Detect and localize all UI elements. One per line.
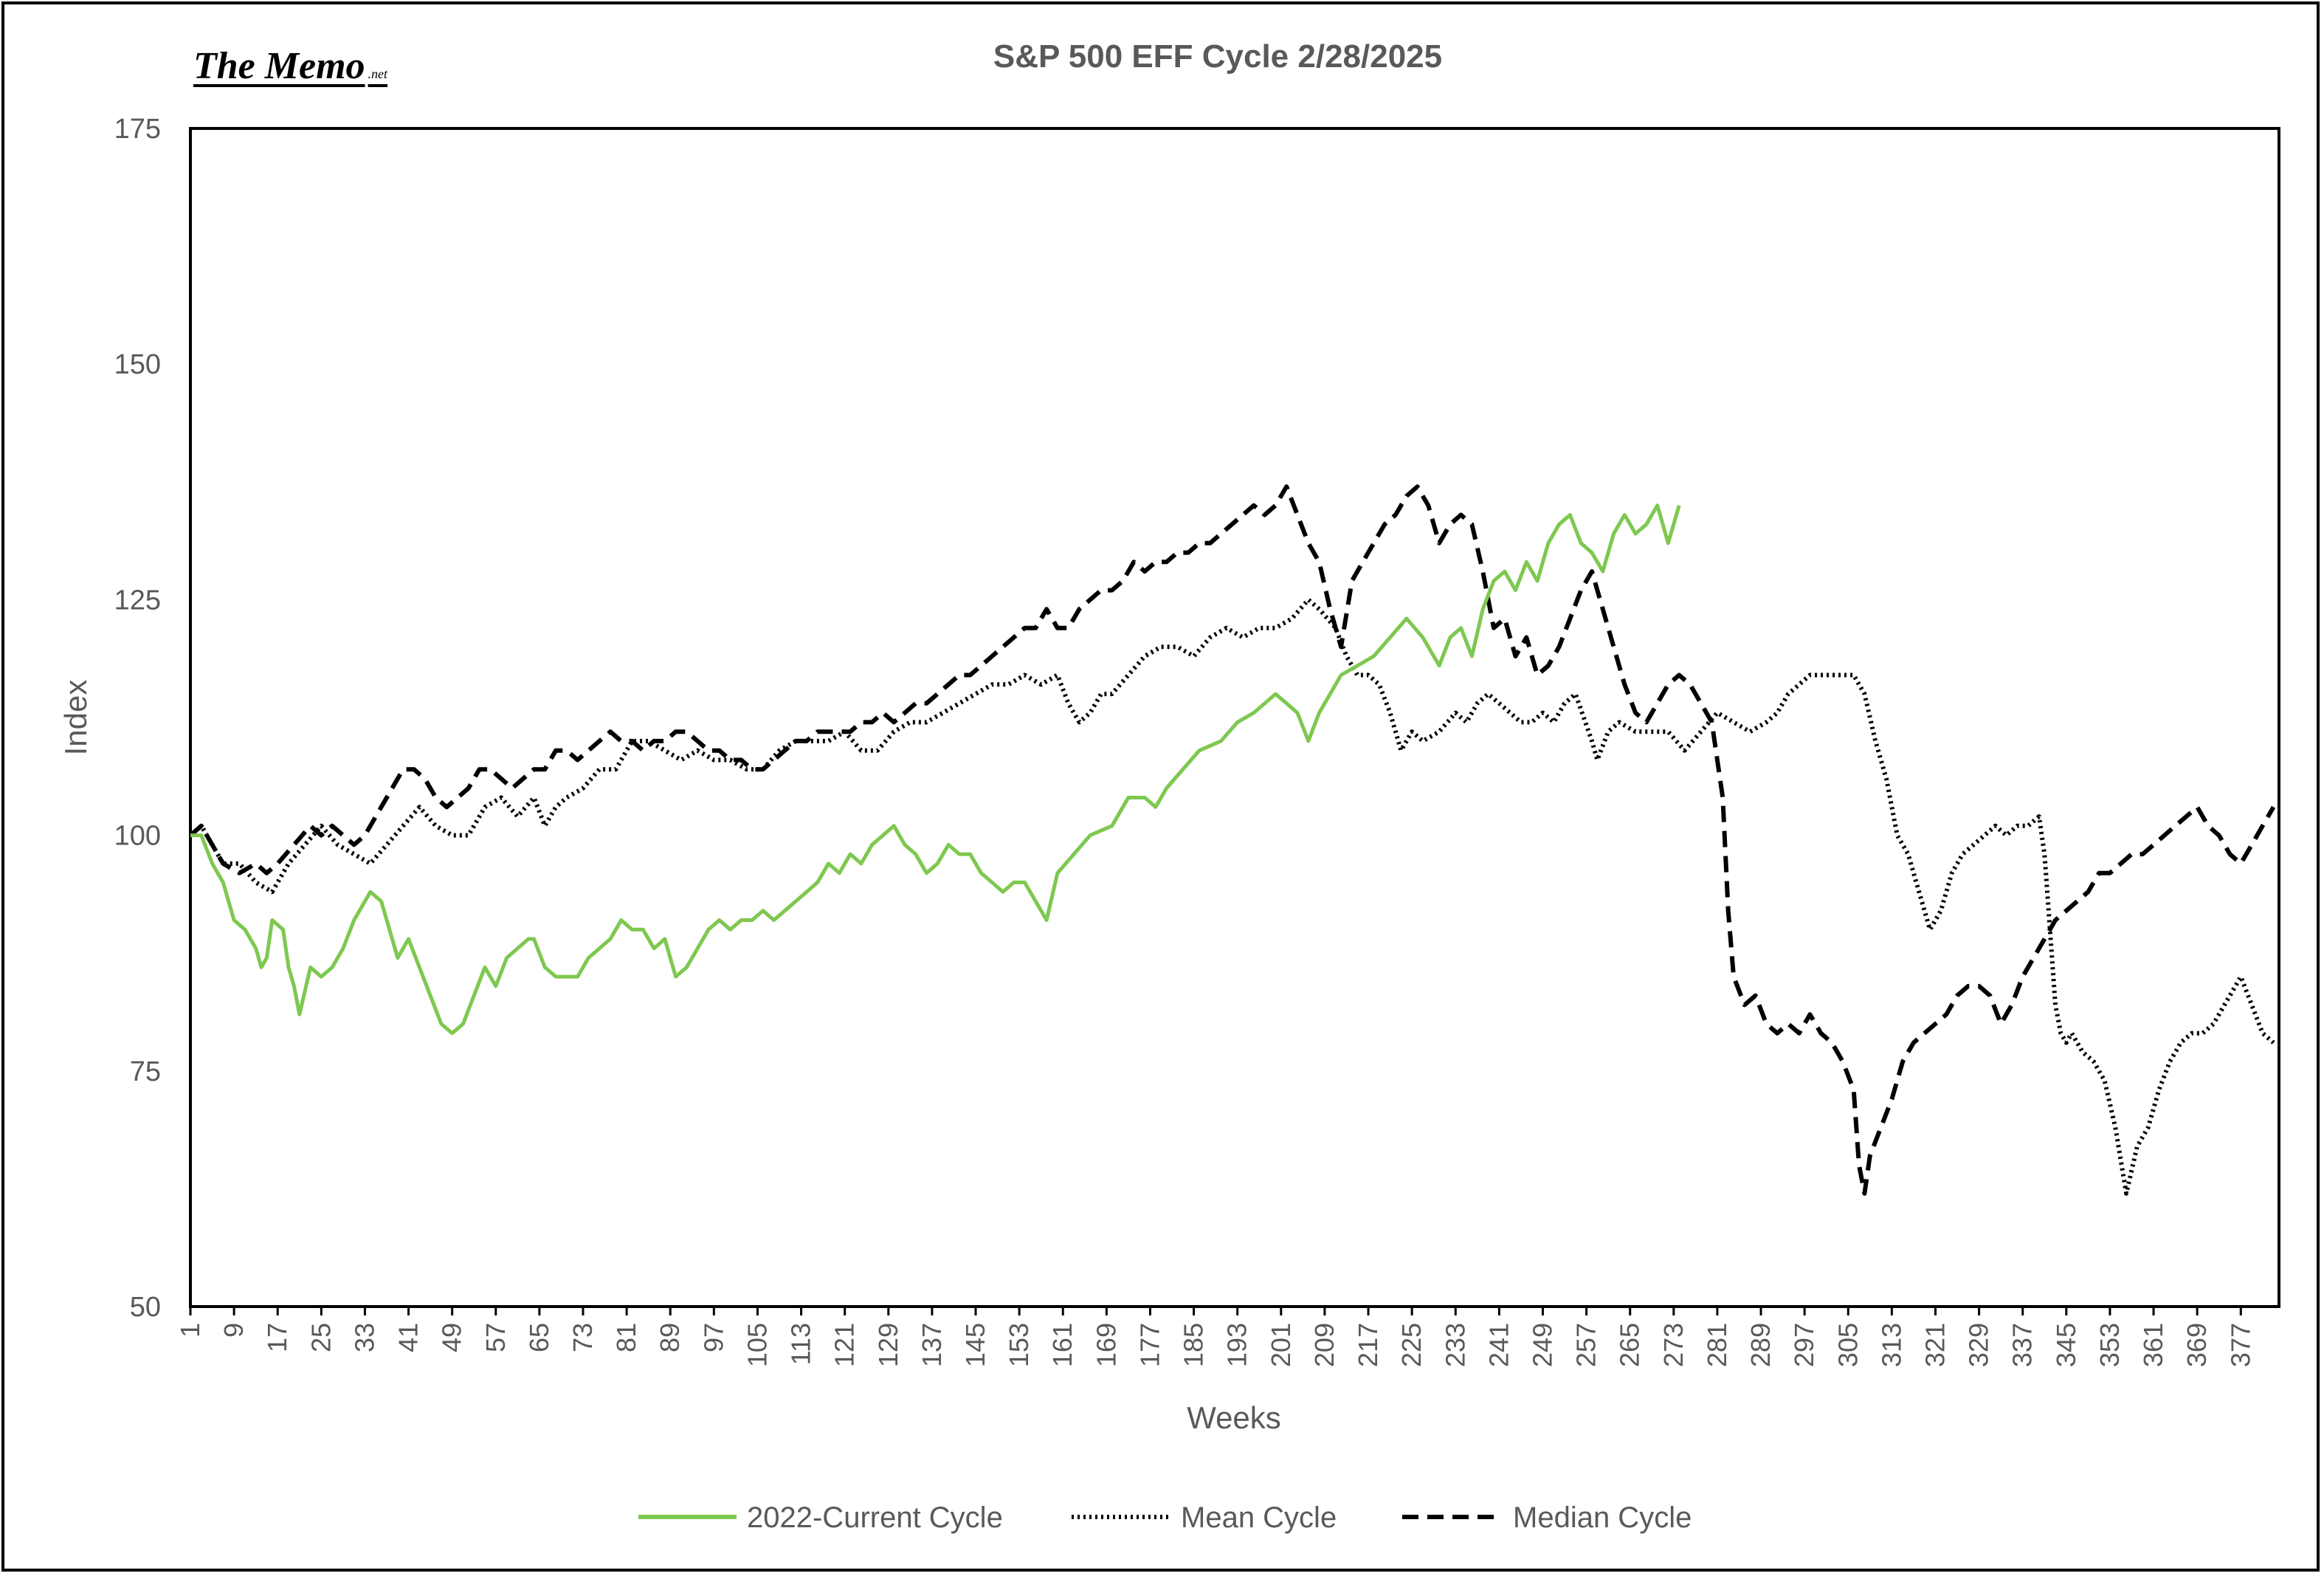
series-line-2022-current-cycle xyxy=(190,503,1681,1036)
x-tick-label: 137 xyxy=(917,1323,947,1367)
x-tick-label: 185 xyxy=(1179,1323,1209,1367)
x-tick-label: 105 xyxy=(742,1323,772,1367)
x-tick-label: 297 xyxy=(1789,1323,1819,1367)
x-tick-label: 41 xyxy=(393,1323,424,1352)
legend-label: Mean Cycle xyxy=(1181,1501,1337,1534)
x-tick-label: 153 xyxy=(1004,1323,1034,1367)
x-tick-label: 225 xyxy=(1396,1323,1427,1367)
x-tick-label: 57 xyxy=(480,1323,511,1352)
x-tick-label: 97 xyxy=(698,1323,728,1352)
x-tick-label: 145 xyxy=(960,1323,990,1367)
x-tick-label: 273 xyxy=(1658,1323,1689,1367)
chart-title: S&P 500 EFF Cycle 2/28/2025 xyxy=(993,38,1443,75)
x-tick-label: 81 xyxy=(611,1323,641,1352)
x-tick-label: 1 xyxy=(175,1323,205,1338)
x-tick-label: 233 xyxy=(1440,1323,1470,1367)
y-tick-label: 100 xyxy=(114,821,161,852)
series-line-median-cycle xyxy=(189,484,2276,1196)
x-axis-title: Weeks xyxy=(1187,1400,1281,1435)
series-layer xyxy=(189,484,2276,1196)
x-tick-label: 241 xyxy=(1483,1323,1514,1367)
x-tick-label: 217 xyxy=(1353,1323,1383,1367)
legend-label: 2022-Current Cycle xyxy=(747,1501,1003,1534)
x-tick-label: 313 xyxy=(1876,1323,1906,1367)
y-tick-label: 50 xyxy=(130,1292,161,1323)
x-tick-label: 65 xyxy=(524,1323,554,1352)
y-tick-label: 150 xyxy=(114,349,161,380)
brand-logo: The Memo .net xyxy=(193,44,387,88)
x-tick-label: 209 xyxy=(1309,1323,1339,1367)
x-tick-label: 33 xyxy=(349,1323,379,1352)
x-tick-label: 169 xyxy=(1091,1323,1121,1367)
x-tick-label: 353 xyxy=(2094,1323,2125,1367)
x-tick-label: 369 xyxy=(2182,1323,2212,1367)
x-tick-label: 17 xyxy=(262,1323,292,1352)
x-tick-label: 329 xyxy=(1964,1323,1994,1367)
x-tick-label: 89 xyxy=(655,1323,685,1352)
x-tick-label: 9 xyxy=(218,1323,249,1338)
x-tick-label: 193 xyxy=(1222,1323,1252,1367)
x-tick-label: 289 xyxy=(1745,1323,1776,1367)
y-axis-ticks: 50 75 100 125 150 175 xyxy=(114,114,161,1323)
x-tick-label: 113 xyxy=(786,1323,816,1365)
brand-name: The Memo xyxy=(193,45,365,87)
x-tick-label: 201 xyxy=(1266,1323,1296,1367)
x-tick-label: 337 xyxy=(2007,1323,2038,1367)
x-tick-label: 345 xyxy=(2051,1323,2081,1367)
x-axis-ticks: 1 9 17 25 33 41 49 57 65 73 81 89 97 105 113 121 129 137 1… xyxy=(175,1307,2255,1367)
x-tick-label: 177 xyxy=(1134,1323,1165,1367)
x-tick-label: 377 xyxy=(2225,1323,2255,1367)
legend-label: Median Cycle xyxy=(1513,1501,1692,1534)
y-tick-label: 125 xyxy=(114,585,161,616)
x-tick-label: 73 xyxy=(568,1323,598,1352)
x-tick-label: 25 xyxy=(306,1323,336,1352)
x-tick-label: 281 xyxy=(1702,1323,1732,1367)
x-tick-label: 305 xyxy=(1832,1323,1863,1367)
x-tick-label: 129 xyxy=(873,1323,903,1367)
x-tick-label: 121 xyxy=(830,1323,860,1367)
x-tick-label: 249 xyxy=(1527,1323,1557,1367)
legend: 2022-Current Cycle Mean Cycle Median Cycle xyxy=(638,1501,1692,1534)
plot-area xyxy=(189,127,2280,1308)
x-tick-label: 257 xyxy=(1571,1323,1601,1367)
brand-suffix: .net xyxy=(368,66,388,81)
x-tick-label: 321 xyxy=(1920,1323,1950,1367)
x-tick-label: 361 xyxy=(2138,1323,2168,1367)
y-tick-label: 75 xyxy=(130,1056,161,1087)
x-tick-label: 265 xyxy=(1615,1323,1645,1367)
y-axis-title: Index xyxy=(58,680,93,756)
series-line-mean-cycle xyxy=(189,597,2275,1196)
y-tick-label: 175 xyxy=(114,114,161,145)
x-tick-label: 161 xyxy=(1047,1323,1077,1367)
x-tick-label: 49 xyxy=(437,1323,467,1352)
